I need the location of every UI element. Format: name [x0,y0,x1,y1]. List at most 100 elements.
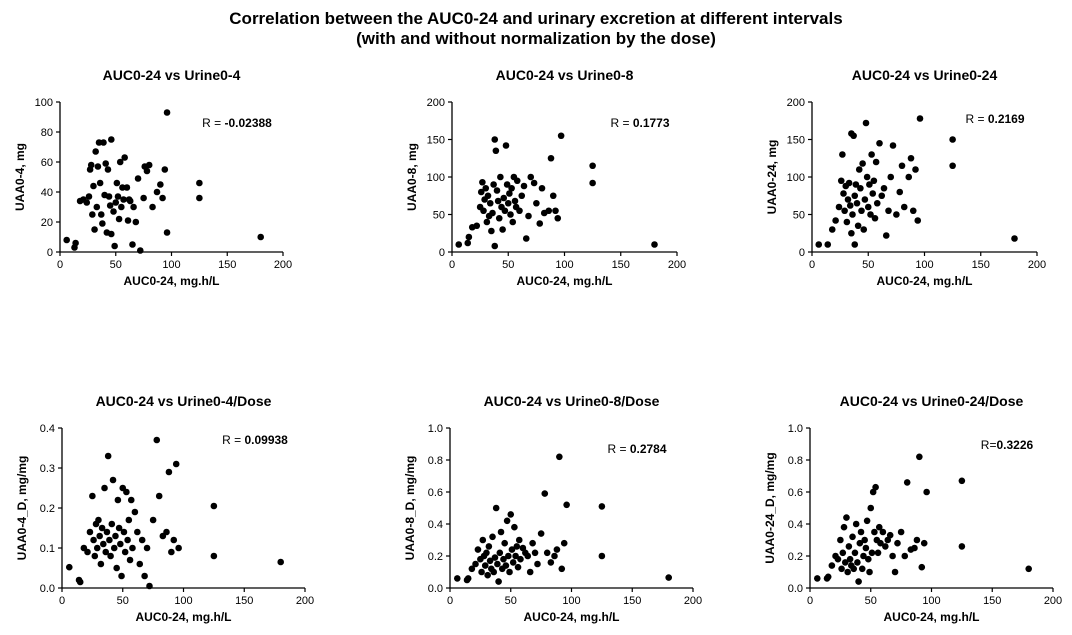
plot6-data-point [872,483,879,491]
plot4-data-point [124,536,131,544]
plot2-data-point [490,181,497,188]
plot6-data-point [834,555,842,563]
plot6-data-point [911,544,918,552]
plot4-data-point [170,536,178,544]
plot1-data-point [72,239,79,247]
plot4-data-point [146,582,153,590]
plot4-data-point [84,548,91,556]
plot2-data-point [589,162,596,170]
plot6-data-point [879,528,887,536]
plot5-x-axis-label: AUC0-24, mg.h/L [523,610,619,624]
plot5-y-tick-label: 0.0 [428,583,443,595]
plot2-data-point [492,147,500,155]
plot3-data-point [873,199,881,207]
plot2-data-point [486,199,494,207]
plot6-data-point [846,555,854,563]
plot1-data-point [104,166,112,173]
plot3-data-point [849,211,856,218]
plot1-data-point [110,208,117,215]
plot2-data-point [489,209,496,217]
plot3-data-point [852,181,860,188]
plot3-r-annotation: R = 0.2169 [965,112,1024,126]
plot6-y-tick-label: 0.4 [788,519,803,531]
plot2-x-tick-label: 200 [668,259,686,271]
plot1-data-point [123,184,131,191]
plot4-data-point [117,540,124,548]
plot5-y-axis-label: UAA0-8_D, mg/mg [403,456,417,561]
plot1-data-point [116,158,124,166]
plot6-x-tick-label: 0 [807,595,813,607]
plot4-data-point [153,436,161,444]
plot5-data-point [553,546,561,553]
plot3-data-point [909,207,917,215]
plot1-data-point [89,211,96,218]
plot4-data-point [136,560,144,568]
plot3-data-point [855,166,863,173]
plot1-data-point [143,167,151,175]
plot4-data-point [165,468,173,476]
plot5-data-point [509,559,517,566]
plot3-data-point [815,241,823,248]
plot5-data-point [598,552,606,560]
plot5-y-tick-label: 1.0 [428,423,443,435]
plot2-y-axis-label: UAA0-8, mg [405,143,419,211]
plot1-data-point [132,218,140,226]
plot1-data-point [149,203,156,211]
plot6-data-point [860,552,867,560]
plot5-data-point [534,560,541,568]
plot1-data-point [63,236,70,244]
plot3-data-point [846,202,854,209]
plot4-y-tick-label: 0.3 [40,463,55,475]
plot2-data-point [589,179,596,187]
plot6-data-point [871,528,878,536]
plot3-data-point [882,232,890,239]
plot4-r-value: 0.09938 [244,433,288,447]
plot4-y-tick-label: 0.4 [40,423,55,435]
plot6-data-point [837,536,844,544]
plot6-data-point [958,543,966,550]
plot4-data-point [89,492,96,500]
plot3-x-tick-label: 200 [1028,259,1046,271]
plot3-data-point [868,151,875,158]
plot6-r-label: R= [981,438,997,452]
plot2-data-point [497,173,504,181]
plot5-data-point [506,568,513,576]
plot3-data-point [900,203,908,211]
plot3-data-point [857,184,864,192]
plot6-data-point [843,514,850,521]
plot4-data-point [109,476,117,484]
plot1-data-point [126,197,134,205]
plot2-data-point [516,207,523,215]
plot1-r-annotation: R = -0.02388 [202,116,272,130]
plot3-data-point [912,166,919,173]
plot1-x-tick-label: 200 [274,259,292,271]
plot4-data-point [277,558,285,566]
plot2-data-point [493,187,501,194]
plot2-data-point [549,192,557,200]
plot2-data-point [545,207,553,215]
plot2-x-tick-label: 50 [502,259,514,271]
plot6-data-point [858,565,866,573]
plot3-data-point [916,115,924,122]
plot2-x-tick-label: 150 [612,259,630,271]
plot2-data-point [651,241,658,248]
plot3-y-tick-label: 100 [787,172,805,184]
plot2-data-point [488,227,495,235]
plot6-x-tick-label: 50 [865,595,877,607]
plot3-data-point [949,162,956,170]
plot1-data-point [113,179,121,187]
plot1-data-point [96,179,104,187]
plot2-data-point [483,218,491,226]
plot5-r-annotation: R = 0.2784 [607,442,666,456]
plot3-data-point [893,211,900,218]
plot6-data-point [851,549,859,557]
plot3-data-point [839,151,846,158]
plot1-data-point [118,203,125,211]
plot3-data-point [898,162,906,170]
plot1-data-point [120,196,127,203]
plot4-data-point [102,548,110,556]
plot2-x-axis-label: AUC0-24, mg.h/L [516,274,612,288]
plot5-data-point [547,559,555,566]
plot4-data-point [129,544,136,552]
plot4-data-point [168,548,175,556]
